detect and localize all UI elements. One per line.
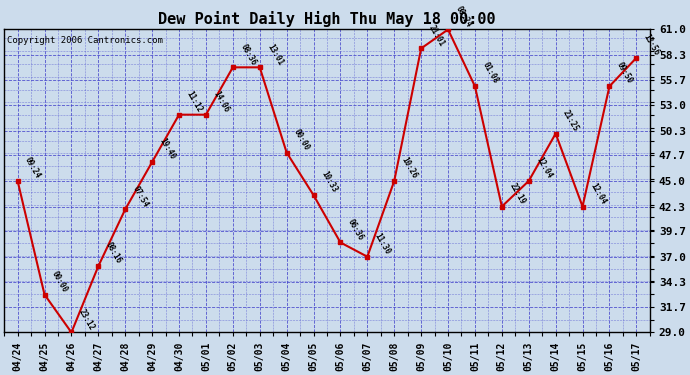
Text: 09:50: 09:50 [615, 61, 634, 86]
Text: 23:12: 23:12 [77, 307, 97, 332]
Text: 10:26: 10:26 [400, 156, 419, 180]
Text: 11:30: 11:30 [373, 231, 392, 256]
Text: 10:33: 10:33 [319, 170, 339, 194]
Text: 00:00: 00:00 [292, 127, 312, 152]
Text: 07:54: 07:54 [131, 184, 150, 209]
Text: 09:24: 09:24 [23, 156, 43, 180]
Text: Copyright 2006 Cantronics.com: Copyright 2006 Cantronics.com [8, 36, 164, 45]
Text: 13:01: 13:01 [265, 42, 285, 67]
Text: 22:19: 22:19 [507, 181, 526, 206]
Text: 08:36: 08:36 [238, 42, 258, 67]
Text: 00:00: 00:00 [50, 269, 70, 294]
Text: 06:36: 06:36 [346, 217, 365, 242]
Text: 14:06: 14:06 [211, 89, 231, 114]
Text: 13:56: 13:56 [642, 33, 661, 57]
Text: 21:25: 21:25 [561, 108, 580, 133]
Text: 11:12: 11:12 [185, 89, 204, 114]
Title: Dew Point Daily High Thu May 18 00:00: Dew Point Daily High Thu May 18 00:00 [158, 11, 496, 27]
Text: 21:01: 21:01 [426, 23, 446, 48]
Text: 01:08: 01:08 [480, 61, 500, 86]
Text: 08:16: 08:16 [104, 241, 124, 266]
Text: 12:04: 12:04 [534, 156, 553, 180]
Text: 12:04: 12:04 [588, 181, 607, 206]
Text: 19:40: 19:40 [158, 137, 177, 161]
Text: 08:24: 08:24 [453, 4, 473, 29]
